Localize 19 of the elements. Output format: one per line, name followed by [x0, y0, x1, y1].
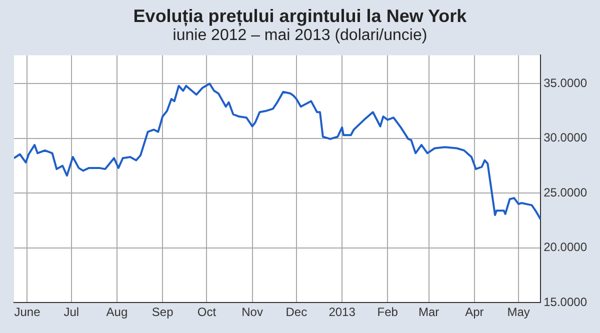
y-tick-label: 25.0000 [544, 185, 588, 200]
x-tick-label: Mar [418, 305, 440, 320]
x-tick-label: Jul [64, 305, 80, 320]
y-tick-label: 15.0000 [544, 294, 588, 309]
x-tick-label: 2013 [328, 305, 356, 320]
chart-subtitle: iunie 2012 – mai 2013 (dolari/uncie) [172, 27, 428, 45]
x-tick-label: Aug [106, 305, 128, 320]
y-tick-label: 20.0000 [544, 240, 588, 254]
chart-title: Evoluția prețului argintului la New York [132, 6, 468, 27]
x-tick-label: Sep [152, 305, 174, 320]
y-tick-label: 30.0000 [544, 130, 588, 145]
y-tick-label: 35.0000 [544, 76, 588, 90]
x-tick-label: Nov [242, 305, 263, 320]
x-tick-label: Dec [286, 305, 308, 320]
x-tick-label: Apr [465, 305, 484, 320]
x-tick-label: Oct [197, 305, 217, 320]
x-tick-label: June [14, 305, 41, 320]
x-tick-label: May [507, 305, 530, 320]
x-tick-label: Feb [377, 305, 398, 320]
